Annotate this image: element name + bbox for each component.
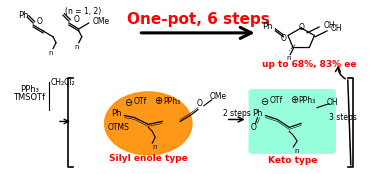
Text: $\sf{n}$: $\sf{n}$ <box>286 54 292 62</box>
Text: Keto type: Keto type <box>268 156 317 165</box>
Text: Ph: Ph <box>252 109 263 118</box>
Text: $\sf{n}$: $\sf{n}$ <box>294 147 300 155</box>
FancyBboxPatch shape <box>249 89 336 154</box>
Text: ⊖: ⊖ <box>124 98 133 108</box>
Text: ⊕: ⊕ <box>290 95 298 105</box>
Text: One-pot, 6 steps: One-pot, 6 steps <box>127 12 269 27</box>
Text: 3 steps: 3 steps <box>329 113 357 122</box>
Text: O: O <box>74 15 80 24</box>
Text: ⊖: ⊖ <box>260 97 268 107</box>
Text: (n = 1, 2): (n = 1, 2) <box>65 7 101 16</box>
Text: OH: OH <box>324 21 336 30</box>
Text: O: O <box>37 17 43 26</box>
Text: Ph: Ph <box>111 109 122 118</box>
Text: $\sf{n}$: $\sf{n}$ <box>48 49 54 57</box>
Text: OH: OH <box>326 98 338 107</box>
Text: CH₂Cl₂: CH₂Cl₂ <box>51 78 75 87</box>
Text: TMSOTf: TMSOTf <box>13 93 45 102</box>
Text: OMe: OMe <box>209 92 226 101</box>
Text: O: O <box>298 23 304 33</box>
Text: OTf: OTf <box>134 97 147 106</box>
Text: $\sf{n}$: $\sf{n}$ <box>152 143 158 151</box>
Text: O: O <box>280 34 286 43</box>
Text: OTMS: OTMS <box>108 123 129 132</box>
Text: PPh₃: PPh₃ <box>164 97 181 106</box>
Text: OH: OH <box>331 24 342 33</box>
Text: $\sf{n}$: $\sf{n}$ <box>74 43 80 51</box>
Text: OMe: OMe <box>93 17 110 26</box>
Text: OTf: OTf <box>270 96 283 105</box>
Text: Ph: Ph <box>262 22 273 31</box>
Text: O: O <box>251 123 256 132</box>
Text: 2 steps: 2 steps <box>223 109 251 118</box>
Text: O: O <box>197 99 203 108</box>
Text: PPh₃: PPh₃ <box>299 96 316 105</box>
Text: Ph: Ph <box>18 11 28 20</box>
Text: Silyl enole type: Silyl enole type <box>109 154 187 163</box>
Text: up to 68%, 83% ee: up to 68%, 83% ee <box>262 60 356 69</box>
Text: PPh₃: PPh₃ <box>20 85 39 94</box>
Ellipse shape <box>105 92 192 155</box>
Text: ⊕: ⊕ <box>154 96 162 106</box>
